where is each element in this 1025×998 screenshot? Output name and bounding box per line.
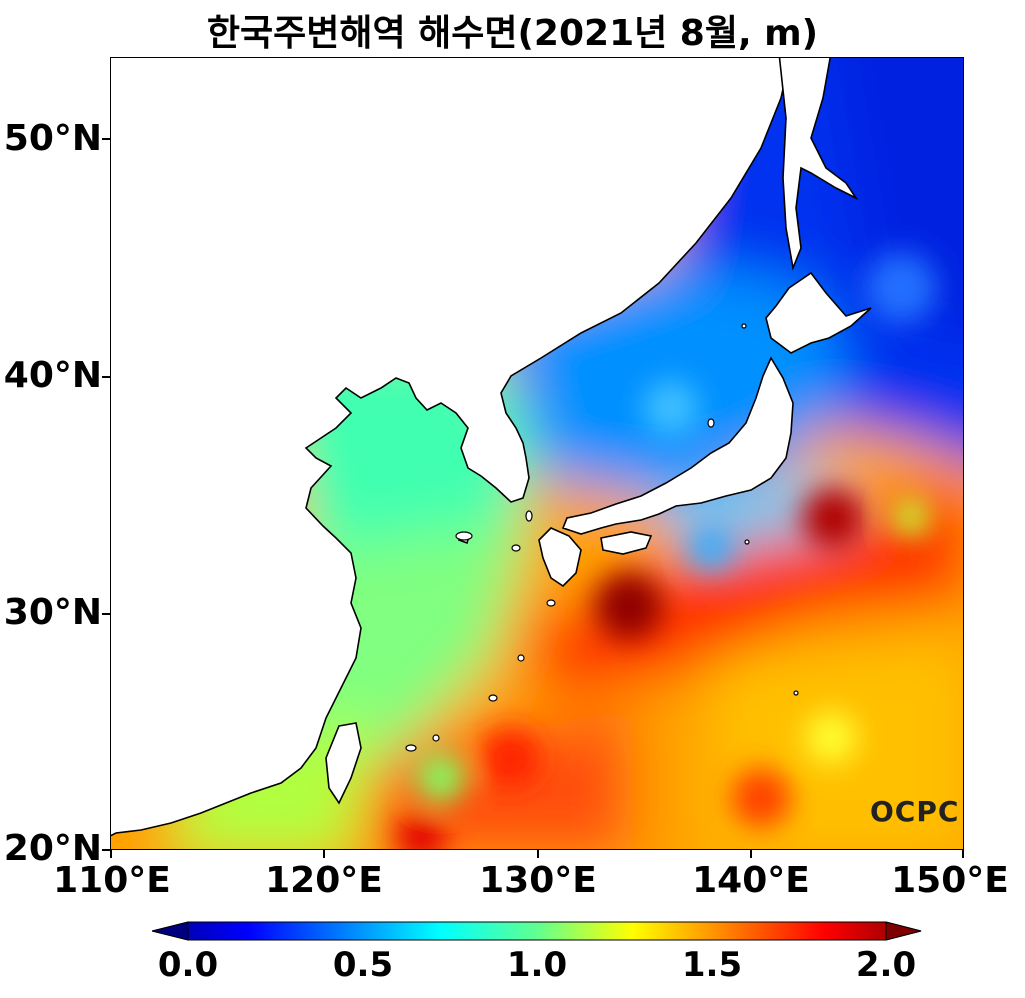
colorbar — [152, 921, 922, 941]
islands — [405, 323, 799, 752]
sea-level-map — [110, 57, 964, 850]
sea-level-field — [111, 58, 963, 849]
lat-tickmark — [102, 138, 110, 140]
lat-tickmark — [102, 849, 110, 851]
colorbar-tick-1: 0.5 — [332, 945, 394, 985]
colorbar-extend-max — [885, 921, 922, 941]
lon-label-140: 140°E — [692, 860, 810, 901]
lon-label-110: 110°E — [53, 860, 171, 901]
lat-label-50: 50°N — [3, 118, 102, 159]
lat-label-20: 20°N — [3, 828, 102, 869]
colorbar-tick-4: 2.0 — [855, 945, 917, 985]
lon-label-130: 130°E — [479, 860, 597, 901]
lon-tickmark — [323, 850, 325, 858]
lon-tickmark — [537, 850, 539, 858]
land — [111, 58, 872, 837]
lat-label-30: 30°N — [3, 592, 102, 633]
lon-label-120: 120°E — [265, 860, 383, 901]
lon-tickmark — [750, 850, 752, 858]
lon-tickmark — [110, 850, 112, 858]
colorbar-tick-2: 1.0 — [506, 945, 568, 985]
lat-tickmark — [102, 376, 110, 378]
lon-tickmark — [962, 850, 964, 858]
lat-tickmark — [102, 613, 110, 615]
lat-label-40: 40°N — [3, 355, 102, 396]
colorbar-tick-0: 0.0 — [157, 945, 219, 985]
map-title: 한국주변해역 해수면(2021년 8월, m) — [206, 13, 819, 54]
ocpc-logo: OCPC — [870, 795, 960, 828]
sea-level-eddies — [397, 252, 937, 849]
colorbar-extend-min — [152, 921, 189, 941]
colorbar-tick-3: 1.5 — [681, 945, 743, 985]
lon-label-150: 150°E — [891, 860, 1009, 901]
